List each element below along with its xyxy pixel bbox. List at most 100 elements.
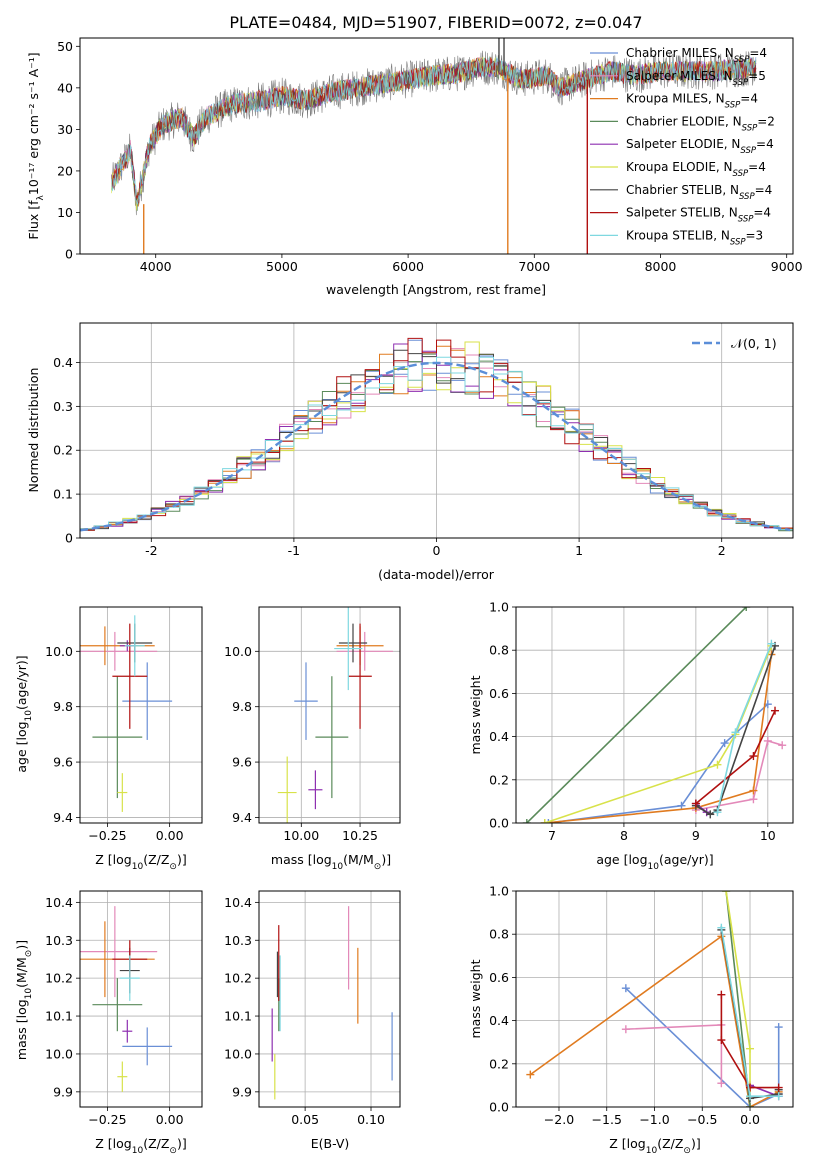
- y-tick-label: 0: [65, 247, 73, 262]
- histogram-series: [80, 356, 793, 531]
- x-tick-label: 7: [548, 828, 556, 843]
- x-axis-label-part: ⊙: [169, 862, 177, 872]
- legend-entry-part: Kroupa STELIB, N: [626, 228, 730, 242]
- y-tick-label: 9.9: [53, 1084, 73, 1099]
- x-axis-label-part: ⊙: [169, 1146, 177, 1156]
- x-tick-label: 0.00: [156, 828, 184, 843]
- x-tick-label: 0: [433, 543, 441, 558]
- x-axis-label: wavelength [Angstrom, rest frame]: [326, 282, 546, 297]
- x-tick-label: 0.10: [357, 1112, 385, 1127]
- x-tick-label: 5000: [266, 259, 298, 274]
- x-axis-label: mass [log10(M/M⊙)]: [271, 852, 391, 872]
- y-tick-label: 0.2: [489, 772, 509, 787]
- y-tick-label: 9.4: [53, 810, 73, 825]
- x-axis-label-part: 10: [332, 862, 344, 872]
- y-tick-label: 9.6: [232, 755, 252, 770]
- x-tick-label: 10.25: [342, 828, 378, 843]
- y-tick-label: 50: [57, 39, 73, 54]
- y-axis-label-part: (M/M: [14, 957, 29, 988]
- y-tick-label: 0.4: [53, 355, 73, 370]
- x-axis-label-part: (Z/Z: [143, 852, 169, 867]
- y-axis-label: mass [log10(M/M⊙)]: [14, 940, 34, 1060]
- x-axis-label-part: Z [log: [95, 1136, 131, 1151]
- x-axis-label: Z [log10(Z/Z⊙)]: [95, 852, 186, 872]
- legend-entry-part: SSP: [733, 169, 749, 179]
- age-vs-Z-axes: −0.25 0.00 9.4 9.6 9.8 10.0: [45, 607, 202, 843]
- y-tick-label: 10.0: [45, 644, 73, 659]
- mass-vs-ebv-frame: [258, 890, 401, 1108]
- x-axis-label-part: Z [log: [609, 1136, 645, 1151]
- weight-line: [695, 739, 783, 811]
- x-tick-label: 10: [760, 828, 776, 843]
- age-vs-mass-axes: 10.00 10.25 9.4 9.6 9.8 10.0: [224, 607, 400, 843]
- y-tick-label: 9.6: [53, 755, 73, 770]
- weight-line: [529, 934, 780, 1107]
- legend-entry: Salpeter ELODIE, NSSP=4: [626, 137, 774, 156]
- legend-entry: Salpeter STELIB, NSSP=4: [626, 206, 771, 225]
- x-axis-label-part: ⊙: [683, 1146, 691, 1156]
- y-axis-label: Normed distribution: [26, 368, 41, 493]
- y-tick-label: 20: [57, 163, 73, 178]
- y-axis-label-part: )]: [14, 940, 29, 950]
- legend-entry-part: SSP: [733, 78, 749, 88]
- legend-entry-part: =2: [757, 114, 775, 128]
- y-tick-label: 30: [57, 122, 73, 137]
- y-tick-label: 9.4: [232, 810, 252, 825]
- mass-vs-ebv-axes: 0.05 0.10 9.9 10.0 10.1 10.2 10.3 10.4: [224, 891, 400, 1127]
- figure-title: PLATE=0484, MJD=51907, FIBERID=0072, z=0…: [229, 13, 642, 32]
- y-tick-label: 10.3: [45, 933, 73, 948]
- x-tick-label: 8: [620, 828, 628, 843]
- x-axis-label: age [log10(age/yr)]: [596, 852, 713, 872]
- x-tick-label: −0.5: [687, 1112, 717, 1127]
- y-tick-label: 0.6: [489, 970, 509, 985]
- legend-entry-part: =4: [740, 92, 758, 106]
- y-tick-label: 9.9: [232, 1084, 252, 1099]
- y-tick-label: 10: [57, 205, 73, 220]
- legend-entry-part: SSP: [738, 215, 754, 225]
- legend-entry: Salpeter MILES, NSSP=5: [626, 69, 766, 88]
- y-axis-label: mass weight: [468, 959, 483, 1038]
- y-tick-label: 10.1: [45, 1009, 73, 1024]
- age-vs-Z-frame: [79, 606, 203, 824]
- y-tick-label: 0.8: [489, 643, 509, 658]
- legend-entry: Chabrier ELODIE, NSSP=2: [626, 114, 775, 133]
- legend-entry-part: SSP: [740, 146, 756, 156]
- residual-histogram-axes: -2 -1 0 1 2 0 0.1 0.2 0.3 0.4: [53, 323, 793, 558]
- spectrum-frame: [79, 37, 794, 255]
- weight-line: [720, 994, 779, 1089]
- x-tick-label: 8000: [645, 259, 677, 274]
- x-axis-label: (data-model)/error: [378, 567, 495, 582]
- x-axis-label-part: 10: [132, 862, 144, 872]
- x-axis-label: E(B-V): [311, 1136, 350, 1151]
- normal-curve: [80, 361, 791, 532]
- legend-entry-part: Salpeter STELIB, N: [626, 206, 738, 220]
- x-axis-label-part: )]: [177, 852, 187, 867]
- y-axis-label-part: 10⁻¹⁷ erg cm⁻² s⁻¹ A⁻¹]: [26, 52, 41, 195]
- legend-entry-part: Chabrier MILES, N: [626, 46, 734, 60]
- y-axis-label-part: age [log: [14, 721, 29, 772]
- x-axis-label-part: ⊙: [374, 862, 382, 872]
- y-tick-label: 1.0: [489, 600, 509, 615]
- y-tick-label: 10.4: [45, 895, 73, 910]
- x-tick-label: 10.00: [283, 828, 319, 843]
- y-axis-label: mass weight: [468, 675, 483, 754]
- age-vs-mass-frame: [258, 606, 401, 824]
- x-tick-label: 6000: [392, 259, 424, 274]
- mass-vs-Z-axes: −0.25 0.00 9.9 10.0 10.1 10.2 10.3 10.4: [45, 891, 202, 1127]
- x-axis-label-part: 10: [646, 1146, 658, 1156]
- y-tick-label: 0.0: [489, 1100, 509, 1115]
- x-axis-label-part: 10: [648, 862, 660, 872]
- y-axis-label-part: ⊙: [24, 950, 34, 958]
- legend-entry-part: =3: [746, 228, 764, 242]
- legend-entry-part: Chabrier ELODIE, N: [626, 114, 742, 128]
- x-tick-label: −1.5: [592, 1112, 622, 1127]
- legend-entry: Chabrier STELIB, NSSP=4: [626, 183, 772, 202]
- legend-entry-part: SSP: [730, 237, 746, 247]
- spectrum-axes: 4000 5000 6000 7000 8000 9000 0 10 20 30 40 50: [57, 39, 803, 274]
- y-tick-label: 0.3: [53, 399, 73, 414]
- x-axis-label-part: 10: [132, 1146, 144, 1156]
- residual-histogram-frame: [79, 322, 794, 539]
- x-tick-label: 1: [575, 543, 583, 558]
- weight-vs-age-axes: 7 8 9 10 0.0 0.2 0.4 0.6 0.8 1.0: [489, 600, 793, 843]
- weight-vs-Z-lines: [526, 891, 783, 1107]
